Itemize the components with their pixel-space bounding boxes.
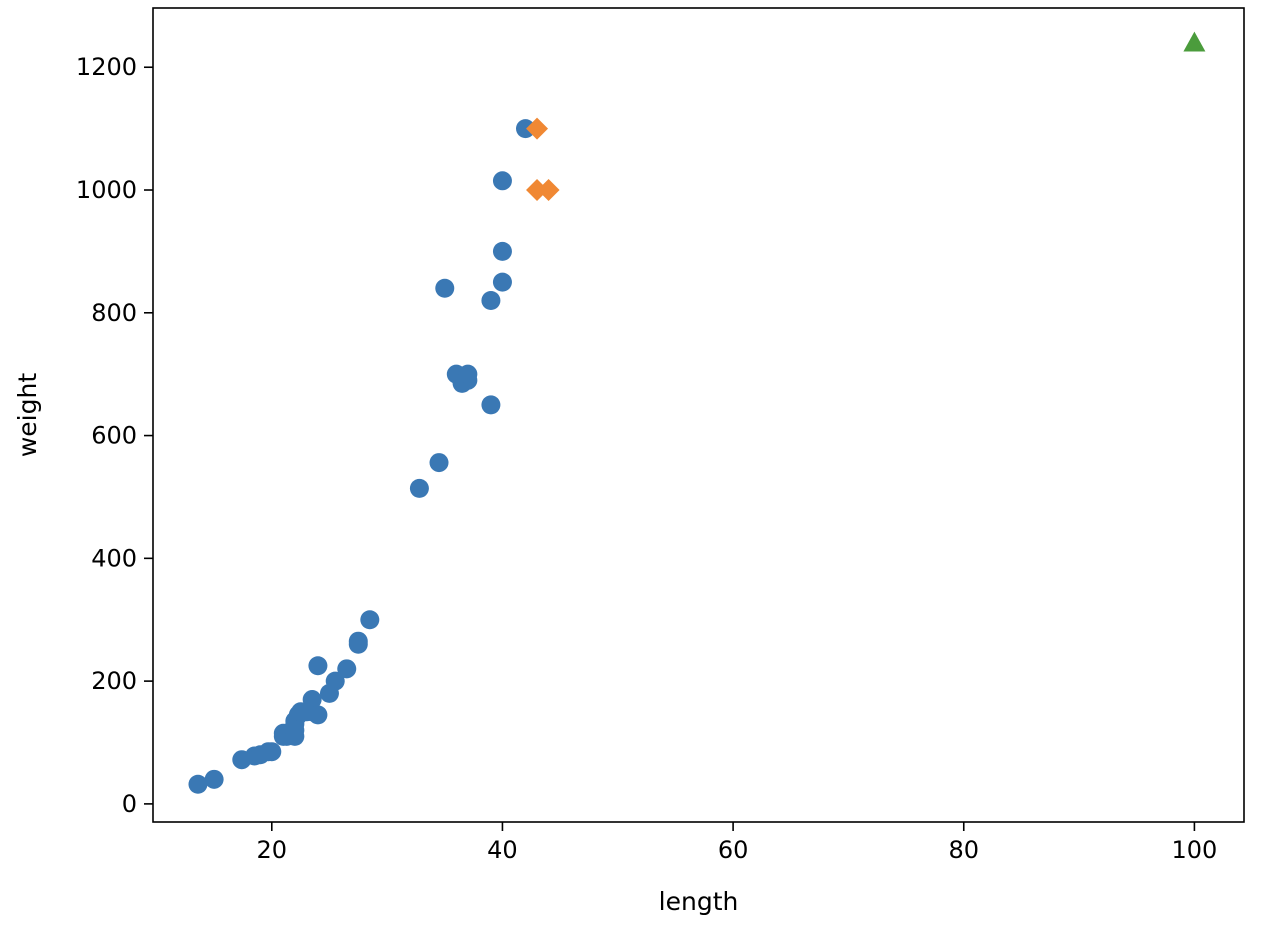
y-tick-label: 1200 [76,53,137,81]
data-point-circle [325,671,345,691]
data-point-circle [435,278,455,298]
y-tick-label: 600 [91,422,137,450]
y-axis-label: weight [13,373,42,457]
data-point-diamond [526,117,549,140]
data-point-circle [492,272,512,292]
y-tick-label: 800 [91,299,137,327]
x-tick-label: 60 [718,836,749,864]
x-axis-label: length [659,887,739,916]
data-point-circle [481,291,501,311]
x-tick-label: 100 [1172,836,1218,864]
y-axis: 0 200 400 600 800 1000 1200 [76,53,153,818]
data-point-triangle [1183,31,1206,52]
data-point-circle [492,171,512,191]
x-tick-label: 40 [487,836,518,864]
x-tick-label: 80 [948,836,979,864]
data-point-circle [458,364,478,384]
y-tick-label: 400 [91,544,137,572]
plot-frame [152,7,1245,823]
data-point-diamond [526,179,549,202]
data-point-circle [308,705,328,725]
data-point-circle [481,395,501,415]
data-points [188,31,1206,794]
data-point-circle [429,453,449,473]
y-tick-label: 200 [91,667,137,695]
data-point-circle [348,631,368,651]
data-point-circle [308,656,328,676]
data-point-circle [188,774,208,794]
x-axis: 20 40 60 80 100 [257,822,1218,864]
data-point-diamond [537,179,560,202]
data-point-circle [492,241,512,261]
x-tick-label: 20 [257,836,288,864]
data-point-circle [409,478,429,498]
data-point-circle [516,119,536,139]
data-point-circle [262,742,282,762]
data-point-circle [204,769,224,789]
y-tick-label: 0 [122,790,137,818]
data-point-circle [337,659,357,679]
data-point-circle [302,690,322,710]
data-point-circle [360,610,380,630]
y-tick-label: 1000 [76,176,137,204]
